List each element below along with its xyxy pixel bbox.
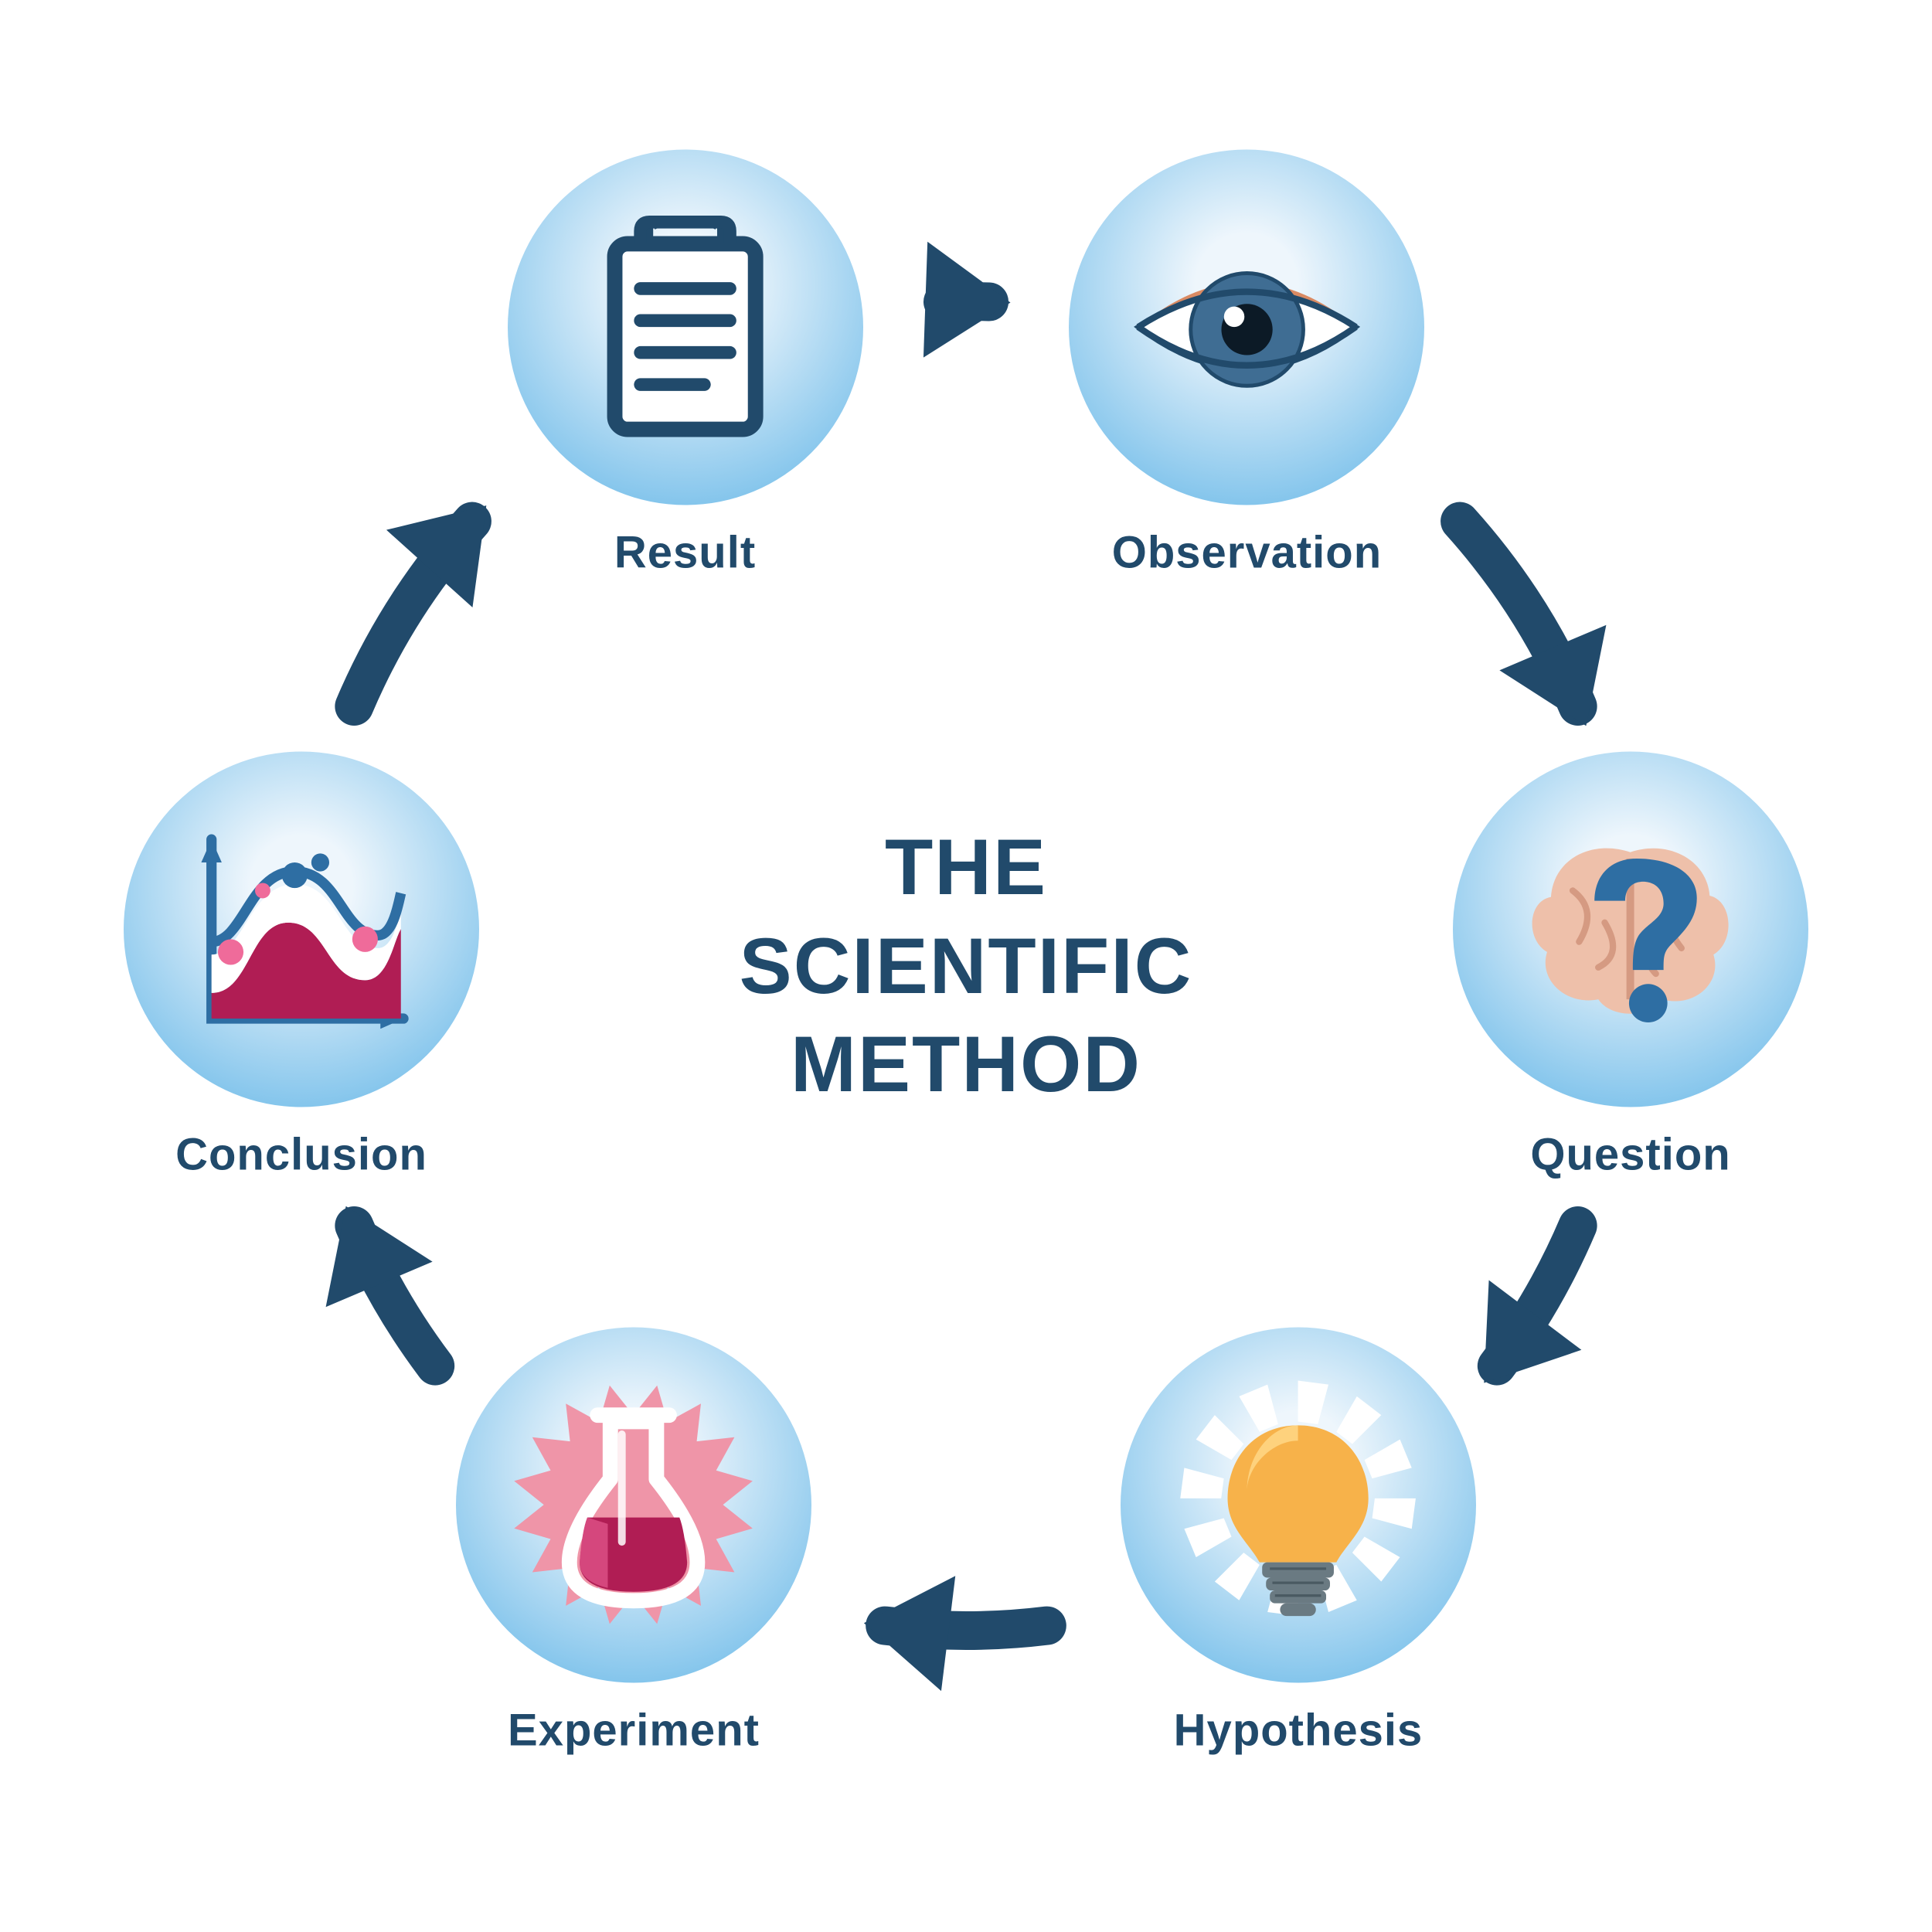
node-question: Question bbox=[1453, 752, 1808, 1181]
node-observation: Observation bbox=[1069, 149, 1424, 578]
brain-question-icon bbox=[1502, 801, 1758, 1057]
hypothesis-bubble bbox=[1121, 1327, 1476, 1682]
question-bubble bbox=[1453, 752, 1808, 1107]
arrowhead-conclusion-to-result bbox=[386, 505, 486, 607]
node-conclusion: Conclusion bbox=[124, 752, 479, 1181]
diagram-title: THE SCIENTIFIC METHOD bbox=[740, 818, 1193, 1114]
arrowhead-result-to-observation bbox=[923, 242, 1011, 358]
arrowhead-experiment-to-conclusion bbox=[326, 1206, 433, 1308]
conclusion-label: Conclusion bbox=[124, 1129, 479, 1181]
conclusion-bubble bbox=[124, 752, 479, 1107]
question-label: Question bbox=[1453, 1129, 1808, 1181]
chart-icon bbox=[173, 801, 429, 1057]
result-label: Result bbox=[508, 526, 863, 578]
arrow-hypothesis-to-experiment bbox=[885, 1626, 1047, 1631]
node-result: Result bbox=[508, 149, 863, 578]
arrow-observation-to-question bbox=[1460, 522, 1578, 706]
arrow-question-to-hypothesis bbox=[1497, 1226, 1578, 1366]
arrow-conclusion-to-result bbox=[354, 522, 472, 706]
arrow-result-to-observation bbox=[943, 301, 989, 302]
flask-icon bbox=[505, 1377, 761, 1633]
clipboard-icon bbox=[557, 199, 813, 454]
lightbulb-icon bbox=[1170, 1377, 1426, 1633]
observation-bubble bbox=[1069, 149, 1424, 505]
arrow-experiment-to-conclusion bbox=[354, 1226, 435, 1366]
result-bubble bbox=[508, 149, 863, 505]
arrowhead-observation-to-question bbox=[1499, 625, 1606, 726]
eye-icon bbox=[1119, 199, 1375, 454]
hypothesis-label: Hypothesis bbox=[1121, 1704, 1476, 1756]
node-experiment: Experiment bbox=[456, 1327, 811, 1756]
scientific-method-cycle: THE SCIENTIFIC METHOD Observation Questi… bbox=[0, 0, 1932, 1932]
arrowhead-question-to-hypothesis bbox=[1484, 1281, 1581, 1383]
node-hypothesis: Hypothesis bbox=[1121, 1327, 1476, 1756]
observation-label: Observation bbox=[1069, 526, 1424, 578]
experiment-label: Experiment bbox=[456, 1704, 811, 1756]
arrowhead-hypothesis-to-experiment bbox=[864, 1576, 955, 1691]
experiment-bubble bbox=[456, 1327, 811, 1682]
